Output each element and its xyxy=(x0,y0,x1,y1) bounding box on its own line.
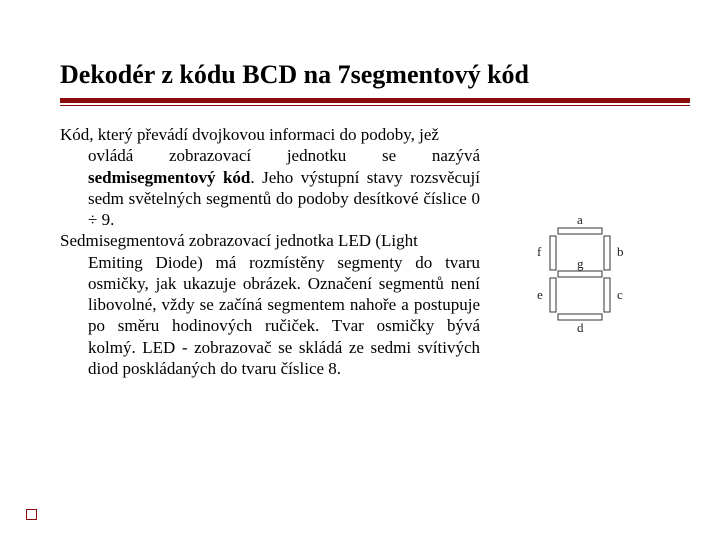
label-c: c xyxy=(617,287,623,302)
segment-g xyxy=(558,271,602,277)
seven-segment-svg: a b c d e f g xyxy=(520,214,640,334)
para1-indent: ovládá zobrazovací jednotku se nazývá se… xyxy=(60,145,480,230)
para1-lead: Kód, který převádí dvojkovou informaci d… xyxy=(60,125,439,144)
segment-f xyxy=(550,236,556,270)
para2-lead: Sedmisegmentová zobrazovací jednotka LED… xyxy=(60,231,418,250)
rule-thin xyxy=(60,105,690,106)
para2-rest: Emiting Diode) má rozmístěny segmenty do… xyxy=(88,253,480,378)
label-f: f xyxy=(537,244,542,259)
segment-b xyxy=(604,236,610,270)
label-e: e xyxy=(537,287,543,302)
title-rule xyxy=(60,98,690,106)
body-text: Kód, který převádí dvojkovou informaci d… xyxy=(60,124,490,379)
segment-a xyxy=(558,228,602,234)
label-a: a xyxy=(577,214,583,227)
para1-rest-a: ovládá zobrazovací jednotku se nazývá xyxy=(88,146,480,165)
label-g: g xyxy=(577,256,584,271)
para2-indent: Emiting Diode) má rozmístěny segmenty do… xyxy=(60,252,480,380)
seven-segment-diagram: a b c d e f g xyxy=(520,214,640,339)
content-row: Kód, který převádí dvojkovou informaci d… xyxy=(60,124,690,379)
rule-thick xyxy=(60,98,690,103)
segment-e xyxy=(550,278,556,312)
slide-title: Dekodér z kódu BCD na 7segmentový kód xyxy=(60,60,690,90)
segment-c xyxy=(604,278,610,312)
label-b: b xyxy=(617,244,624,259)
para1-bold: sedmisegmentový kód xyxy=(88,168,250,187)
footer-bullet-icon xyxy=(26,509,37,520)
label-d: d xyxy=(577,320,584,334)
